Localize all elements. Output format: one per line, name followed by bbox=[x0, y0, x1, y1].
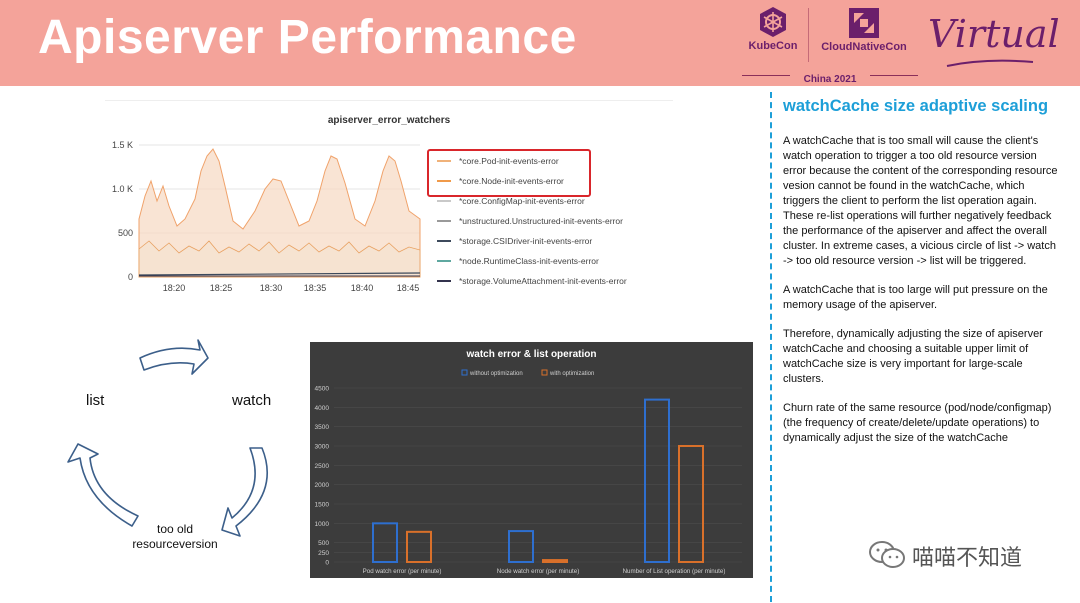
section-title: watchCache size adaptive scaling bbox=[783, 97, 1049, 115]
cycle-arrows bbox=[67, 339, 269, 537]
cycle-too-old-line1: too old bbox=[156, 522, 194, 536]
bar bbox=[508, 530, 534, 563]
y-tick-label: 1000 bbox=[315, 521, 330, 528]
x-tick: 18:40 bbox=[351, 283, 374, 293]
right-divider bbox=[770, 92, 772, 602]
arrow-watch-to-tooold-icon bbox=[221, 447, 269, 537]
virtual-underline-icon bbox=[946, 59, 1034, 67]
cycle-too-old-line2: resourceversion bbox=[132, 537, 218, 551]
chart-title: watch error & list operation bbox=[465, 349, 596, 360]
x-category-label: Number of List operation (per minute) bbox=[623, 568, 726, 575]
y-tick-label: 3000 bbox=[315, 444, 330, 451]
arrow-list-to-watch-icon bbox=[139, 339, 209, 375]
y-tick-label: 3500 bbox=[315, 424, 330, 431]
virtual-label: Virtual bbox=[928, 12, 1060, 56]
grafana-legend: *core.Pod-init-events-error *core.Node-i… bbox=[433, 151, 673, 291]
legend-swatch bbox=[437, 160, 451, 162]
legend-highlight-box bbox=[427, 149, 591, 197]
grafana-panel: apiserver_error_watchers 1.5 K 1.0 K 500… bbox=[105, 100, 673, 300]
paragraph-2: A watchCache that is too large will put … bbox=[783, 284, 1048, 311]
legend-swatch bbox=[437, 220, 451, 222]
kubernetes-helm-icon bbox=[760, 7, 786, 37]
watch-list-bar-chart: watch error & list operation without opti… bbox=[310, 342, 753, 578]
cloudnativecon-label: CloudNativeCon bbox=[821, 41, 907, 53]
arrow-tooold-to-list-icon bbox=[67, 443, 139, 527]
right-text-column: watchCache size adaptive scaling A watch… bbox=[783, 97, 1061, 460]
x-tick: 18:35 bbox=[304, 283, 327, 293]
y-tick: 0 bbox=[128, 272, 133, 282]
legend-item[interactable]: *storage.CSIDriver-init-events-error bbox=[433, 231, 673, 251]
legend-item[interactable]: *node.RuntimeClass-init-events-error bbox=[433, 251, 673, 271]
grafana-title: apiserver_error_watchers bbox=[327, 115, 451, 126]
watermark-text: 喵喵不知道 bbox=[912, 545, 1023, 570]
legend-item[interactable]: *storage.VolumeAttachment-init-events-er… bbox=[433, 271, 673, 291]
bar-chart-svg: watch error & list operation without opti… bbox=[315, 349, 742, 575]
x-tick: 18:30 bbox=[260, 283, 283, 293]
cycle-watch-label: watch bbox=[232, 392, 272, 409]
paragraph-3: Therefore, dynamically adjusting the siz… bbox=[783, 328, 1043, 385]
legend-item[interactable]: *unstructured.Unstructured-init-events-e… bbox=[433, 211, 673, 231]
paragraph-1: A watchCache that is too small will caus… bbox=[783, 135, 1058, 267]
cycle-too-old-label: too old resourceversion bbox=[120, 522, 230, 552]
y-tick-label: 4000 bbox=[315, 405, 330, 412]
legend-label: with optimization bbox=[549, 371, 594, 377]
legend-label: without optimization bbox=[469, 371, 523, 377]
bar bbox=[372, 522, 398, 563]
page-title: Apiserver Performance bbox=[38, 11, 577, 64]
header-banner: Apiserver Performance KubeCon CloudNativ… bbox=[0, 0, 1080, 86]
legend-swatch bbox=[437, 180, 451, 182]
x-tick: 18:45 bbox=[397, 283, 420, 293]
bar bbox=[542, 559, 568, 563]
cncf-icon bbox=[849, 8, 879, 38]
legend-label: *core.ConfigMap-init-events-error bbox=[459, 196, 585, 206]
kubecon-logo: KubeCon bbox=[742, 0, 804, 86]
bar bbox=[678, 445, 704, 563]
grafana-timeseries: 1.5 K 1.0 K 500 0 18:20 18:25 18:30 18:3… bbox=[112, 140, 421, 293]
legend-item[interactable]: *core.ConfigMap-init-events-error bbox=[433, 191, 673, 211]
legend-swatch bbox=[461, 369, 468, 376]
bar bbox=[644, 398, 670, 563]
legend-item[interactable]: *core.Pod-init-events-error bbox=[433, 151, 673, 171]
legend-swatch bbox=[437, 280, 451, 282]
x-tick: 18:25 bbox=[210, 283, 233, 293]
y-tick: 1.0 K bbox=[112, 184, 133, 194]
kubecon-label: KubeCon bbox=[748, 40, 798, 52]
y-tick: 500 bbox=[118, 228, 133, 238]
series-node-area bbox=[138, 240, 421, 278]
legend-label: *unstructured.Unstructured-init-events-e… bbox=[459, 216, 623, 226]
x-category-label: Node watch error (per minute) bbox=[497, 568, 580, 575]
china-year-line: China 2021 bbox=[742, 69, 918, 85]
legend-label: *storage.VolumeAttachment-init-events-er… bbox=[459, 276, 627, 286]
y-tick-label: 2500 bbox=[315, 463, 330, 470]
legend-swatch bbox=[541, 369, 548, 376]
bar bbox=[406, 530, 432, 563]
legend-swatch bbox=[437, 240, 451, 242]
y-tick-label: 1500 bbox=[315, 502, 330, 509]
wechat-icon bbox=[869, 541, 905, 568]
legend-item[interactable]: *core.Node-init-events-error bbox=[433, 171, 673, 191]
series-csidriver-line bbox=[138, 272, 421, 276]
legend-label: *node.RuntimeClass-init-events-error bbox=[459, 256, 599, 266]
legend-swatch bbox=[437, 200, 451, 202]
cycle-list-label: list bbox=[86, 392, 105, 409]
y-tick-label: 250 bbox=[318, 550, 329, 557]
y-tick-label: 500 bbox=[318, 540, 329, 547]
legend-label: *core.Node-init-events-error bbox=[459, 176, 564, 186]
y-tick: 1.5 K bbox=[112, 140, 133, 150]
logo-divider bbox=[808, 8, 809, 62]
cloudnativecon-logo: CloudNativeCon bbox=[812, 0, 916, 86]
china-label: China 2021 bbox=[803, 74, 857, 85]
legend-label: *storage.CSIDriver-init-events-error bbox=[459, 236, 593, 246]
y-tick-label: 0 bbox=[325, 560, 329, 567]
paragraph-4: Churn rate of the same resource (pod/nod… bbox=[783, 402, 1052, 444]
x-category-label: Pod watch error (per minute) bbox=[363, 568, 442, 575]
legend-label: *core.Pod-init-events-error bbox=[459, 156, 559, 166]
wechat-watermark: 喵喵不知道 bbox=[868, 540, 1022, 570]
legend-swatch bbox=[437, 260, 451, 262]
y-tick-label: 2000 bbox=[315, 482, 330, 489]
x-tick: 18:20 bbox=[163, 283, 186, 293]
y-tick-label: 4500 bbox=[315, 386, 330, 393]
